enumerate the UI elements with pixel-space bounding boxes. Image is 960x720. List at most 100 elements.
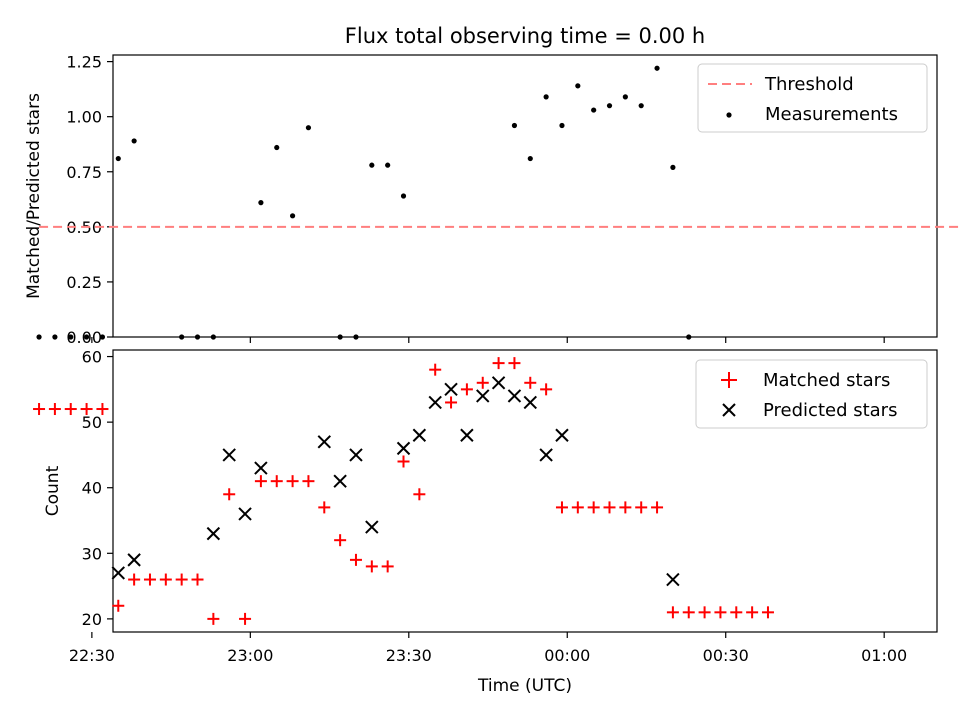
measurement-point	[686, 334, 692, 340]
measurement-point	[575, 83, 581, 89]
matched-star-point	[460, 383, 473, 396]
predicted-star-point	[444, 382, 458, 397]
count-x-tick-label: 00:00	[544, 646, 590, 665]
matched-star-point	[714, 606, 727, 619]
predicted-star-point	[412, 428, 427, 442]
predicted-star-stroke-b	[127, 553, 141, 567]
matched-star-point	[635, 501, 648, 514]
predicted-star-point	[539, 448, 553, 462]
predicted-star-point	[206, 526, 221, 541]
count-y-tick-label: 30	[82, 544, 102, 563]
count-x-tick-label: 00:30	[703, 646, 749, 665]
measurement-points	[36, 65, 692, 340]
matched-star-point	[302, 475, 315, 488]
measurement-point	[258, 200, 264, 206]
legend-measurements-label: Measurements	[765, 104, 898, 125]
predicted-star-stroke-b	[349, 448, 363, 462]
count-legend: Matched stars Predicted stars	[695, 359, 928, 429]
predicted-star-point	[222, 448, 236, 462]
measurement-point	[131, 138, 137, 144]
predicted-star-stroke-b	[254, 461, 268, 475]
ratio-x-ticks	[91, 337, 885, 343]
measurement-point	[36, 334, 42, 340]
matched-star-point	[397, 455, 410, 468]
measurement-point	[337, 334, 343, 340]
measurement-point	[543, 94, 549, 100]
matched-star-point	[207, 612, 220, 625]
matched-star-point	[349, 553, 362, 566]
matched-star-point	[508, 357, 521, 370]
predicted-star-stroke-b	[523, 395, 537, 410]
predicted-star-stroke-b	[507, 389, 522, 403]
predicted-star-stroke-b	[539, 448, 553, 462]
measurement-point	[400, 193, 407, 199]
ratio-y-axis-label: Matched/Predicted stars	[24, 93, 44, 299]
measurement-point	[68, 334, 74, 340]
legend-matched-label: Matched stars	[763, 370, 890, 391]
matched-star-point	[651, 501, 664, 514]
predicted-star-point	[254, 461, 268, 475]
ratio-y-tick-label: 0.75	[66, 163, 102, 182]
measurement-point	[622, 94, 628, 100]
predicted-star-stroke-b	[666, 572, 680, 587]
predicted-star-stroke-b	[396, 441, 411, 456]
predicted-star-point	[666, 572, 680, 587]
legend-predicted-swatch	[722, 403, 736, 417]
figure-title: Flux total observing time = 0.00 h	[345, 24, 705, 48]
matched-star-point	[761, 606, 774, 619]
ratio-y-ticks: 0.000.250.500.751.001.25	[66, 53, 113, 347]
predicted-star-stroke-b	[222, 448, 236, 462]
predicted-star-stroke-b	[555, 428, 569, 442]
matched-star-point	[413, 488, 426, 501]
measurement-point	[52, 334, 58, 340]
legend-matched-swatch	[721, 372, 737, 388]
measurement-point	[559, 122, 565, 129]
matched-star-point	[239, 612, 252, 625]
matched-star-point	[666, 606, 679, 619]
legend-measurements-swatch	[726, 112, 732, 118]
predicted-star-point	[396, 441, 411, 456]
matched-star-point	[476, 376, 489, 389]
predicted-star-points	[111, 376, 680, 587]
predicted-star-stroke-b	[491, 376, 506, 390]
matched-star-point	[191, 573, 204, 586]
ratio-legend: Threshold Measurements	[697, 63, 928, 133]
count-y-tick-label: 60	[82, 348, 102, 367]
matched-star-point	[524, 376, 537, 389]
matched-star-point	[318, 501, 331, 514]
predicted-star-stroke-b	[460, 428, 474, 442]
count-x-tick-label: 23:00	[227, 646, 273, 665]
measurement-point	[670, 164, 676, 170]
matched-star-point	[270, 475, 283, 488]
matched-star-point	[143, 573, 156, 586]
matched-star-point	[587, 501, 600, 514]
matched-star-point	[33, 403, 46, 416]
matched-star-point	[619, 501, 632, 514]
predicted-star-stroke-b	[476, 389, 490, 403]
count-y-ticks: 20 30 40 50 60	[82, 348, 113, 629]
count-y-tick-label: 20	[82, 610, 102, 629]
measurement-point	[289, 213, 296, 219]
predicted-star-point	[317, 435, 331, 449]
predicted-star-stroke-b	[317, 435, 331, 449]
predicted-star-point	[507, 389, 522, 403]
measurement-point	[305, 125, 312, 131]
measurement-point	[606, 103, 613, 109]
count-panel-frame	[112, 349, 938, 633]
predicted-star-point	[238, 507, 252, 521]
matched-star-point	[64, 403, 77, 416]
matched-star-point	[603, 501, 616, 514]
matched-star-point	[682, 606, 695, 619]
measurement-point	[274, 144, 280, 151]
measurement-point	[638, 103, 644, 109]
predicted-star-point	[127, 553, 141, 567]
measurement-point	[591, 107, 597, 113]
matched-star-point	[286, 475, 299, 488]
count-x-tick-label: 01:00	[861, 646, 907, 665]
matched-star-point	[365, 560, 378, 573]
measurement-point	[385, 162, 391, 168]
matched-star-point	[96, 403, 109, 416]
matched-star-point	[540, 383, 553, 396]
